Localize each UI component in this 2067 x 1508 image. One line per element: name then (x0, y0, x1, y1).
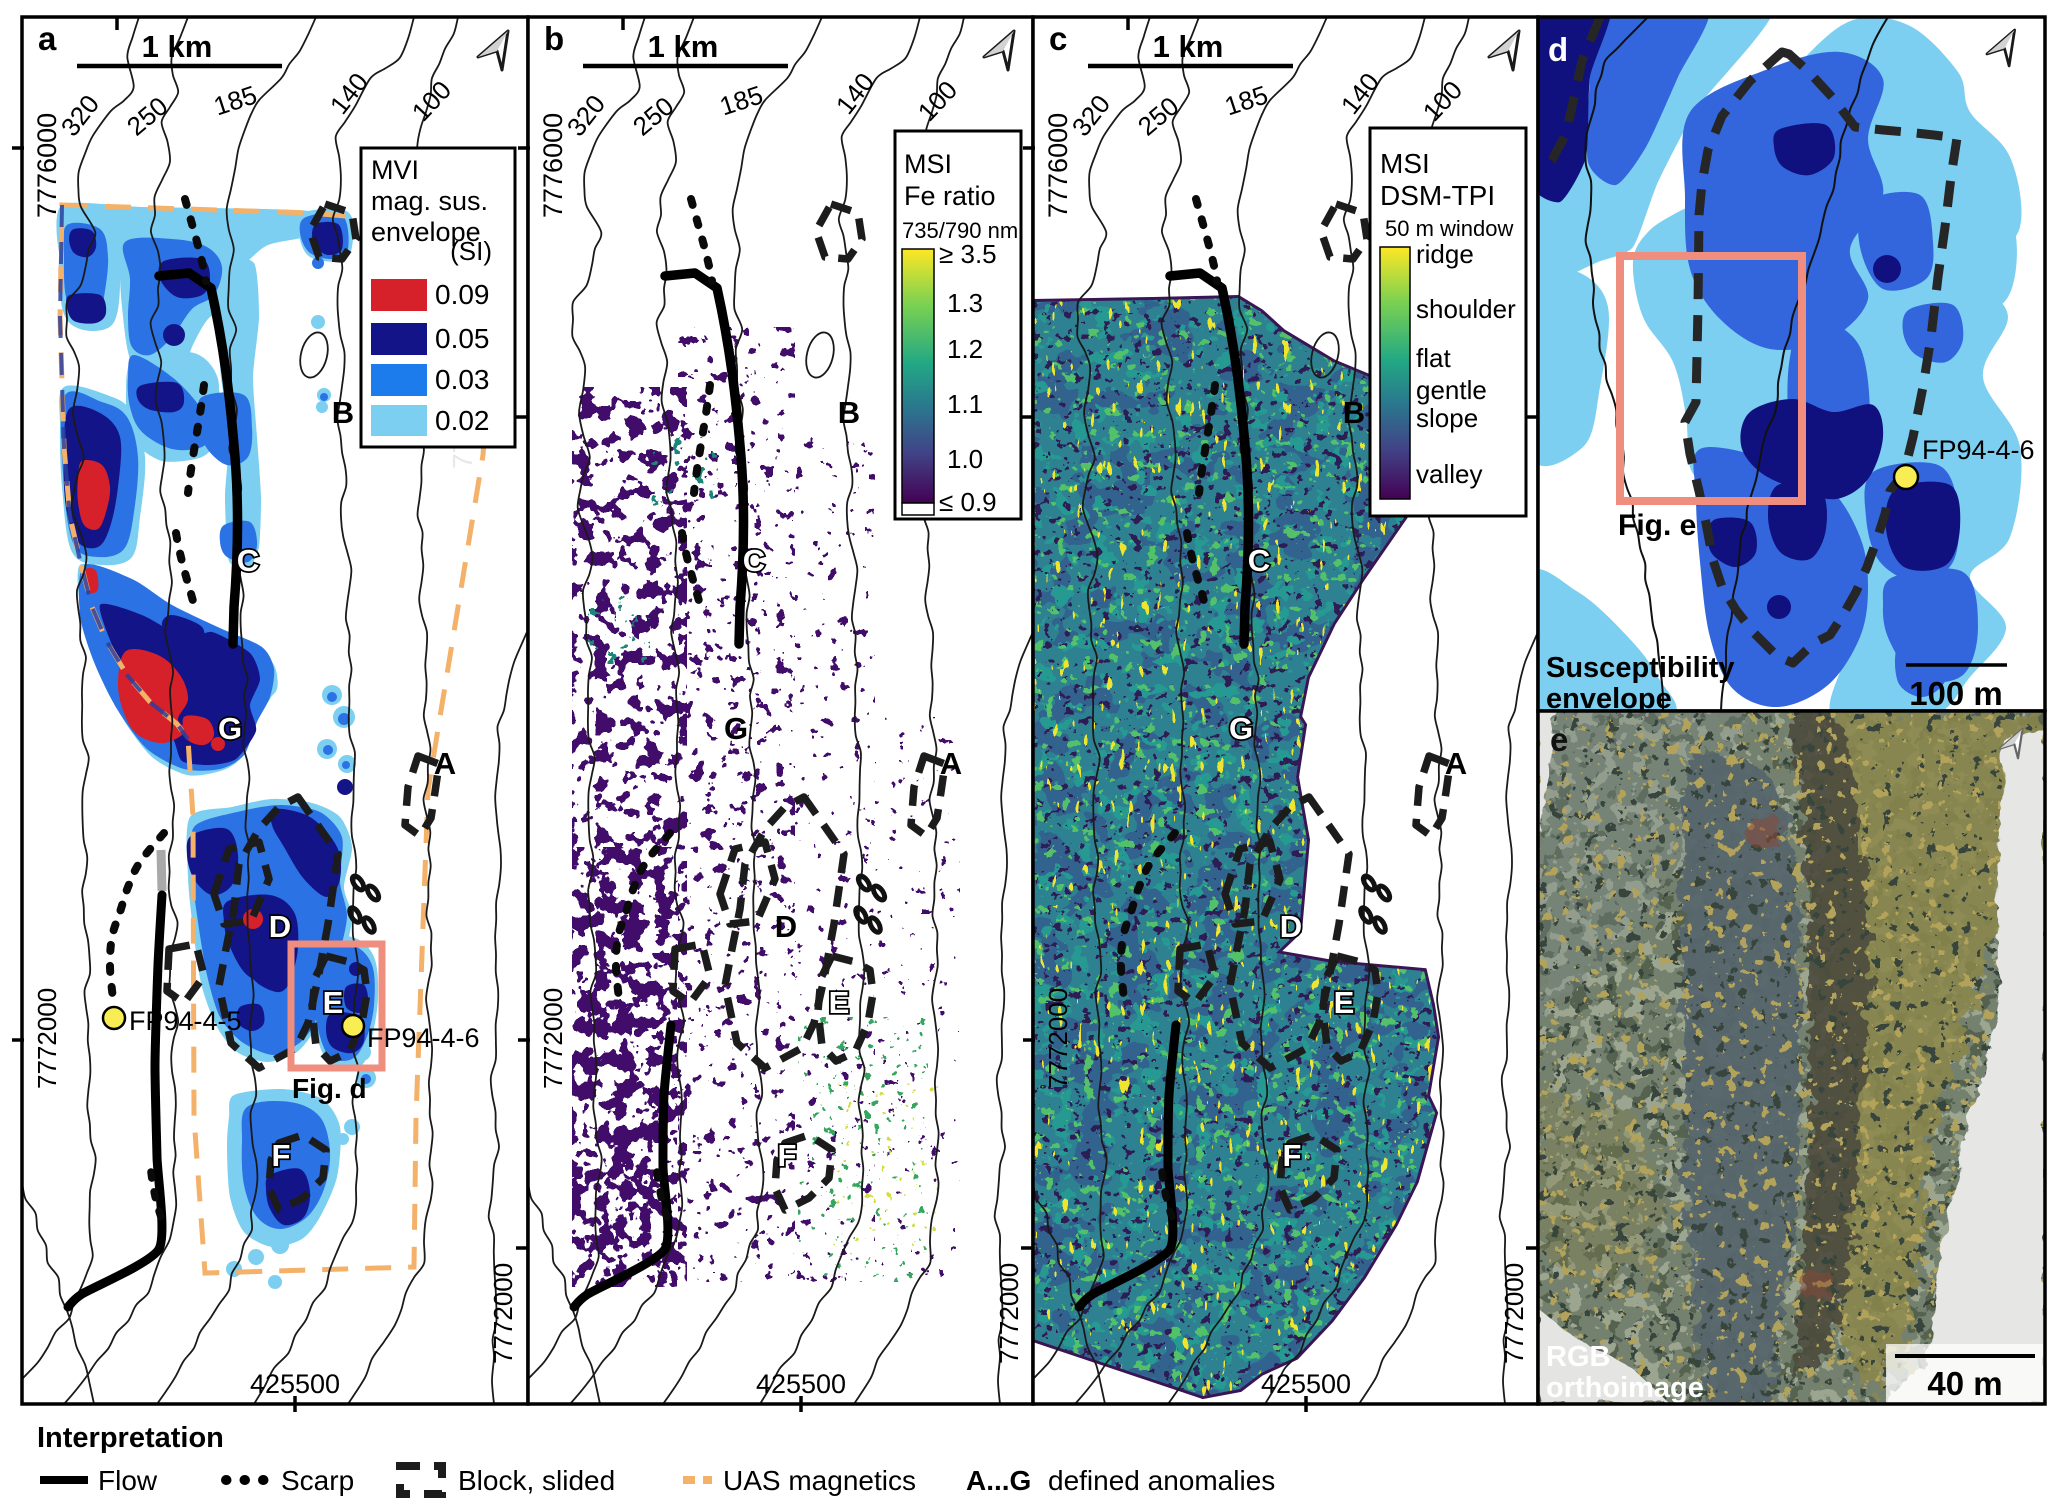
svg-text:Fig. d: Fig. d (292, 1073, 367, 1104)
svg-text:defined anomalies: defined anomalies (1048, 1465, 1275, 1496)
svg-text:425500: 425500 (756, 1369, 846, 1399)
svg-text:0.09: 0.09 (435, 279, 490, 310)
svg-text:FP94-4-6: FP94-4-6 (1922, 435, 2035, 465)
svg-text:7776000: 7776000 (1043, 113, 1073, 218)
svg-text:1.1: 1.1 (947, 389, 983, 419)
svg-text:7772000: 7772000 (538, 988, 568, 1089)
svg-text:F: F (778, 1138, 797, 1173)
svg-text:RGB: RGB (1546, 1341, 1610, 1373)
svg-text:F: F (272, 1138, 291, 1173)
svg-text:MSI: MSI (904, 149, 952, 179)
svg-text:envelope: envelope (1546, 683, 1672, 715)
svg-text:DSM-TPI: DSM-TPI (1380, 180, 1495, 211)
svg-text:1 km: 1 km (1153, 29, 1224, 64)
svg-text:c: c (1049, 20, 1067, 57)
svg-text:UAS magnetics: UAS magnetics (723, 1465, 916, 1496)
svg-text:flat: flat (1416, 343, 1451, 373)
svg-text:Interpretation: Interpretation (37, 1422, 224, 1454)
svg-text:7772000: 7772000 (994, 1263, 1024, 1364)
svg-text:7772000: 7772000 (1043, 988, 1073, 1089)
svg-text:FP94-4-5: FP94-4-5 (129, 1006, 242, 1036)
svg-text:1 km: 1 km (142, 29, 213, 64)
svg-text:ridge: ridge (1416, 239, 1474, 269)
svg-text:orthoimage: orthoimage (1546, 1372, 1704, 1404)
svg-text:mag. sus.: mag. sus. (371, 186, 488, 216)
svg-text:C: C (743, 543, 765, 578)
svg-text:C: C (1248, 543, 1270, 578)
svg-text:slope: slope (1416, 403, 1478, 433)
svg-text:e: e (1550, 721, 1568, 758)
svg-text:1.0: 1.0 (947, 444, 983, 474)
svg-text:B: B (1343, 395, 1365, 430)
svg-text:gentle: gentle (1416, 375, 1487, 405)
svg-text:D: D (1280, 909, 1302, 944)
svg-text:d: d (1548, 31, 1568, 68)
svg-text:G: G (218, 711, 242, 746)
svg-text:A: A (1445, 746, 1467, 781)
svg-text:100 m: 100 m (1909, 675, 2003, 712)
svg-text:A: A (434, 746, 456, 781)
svg-text:shoulder: shoulder (1416, 294, 1516, 324)
svg-text:A...G: A...G (966, 1465, 1031, 1496)
svg-text:425500: 425500 (250, 1369, 340, 1399)
svg-text:D: D (775, 909, 797, 944)
svg-text:MVI: MVI (371, 155, 419, 185)
svg-text:7772000: 7772000 (32, 988, 62, 1089)
svg-text:0.03: 0.03 (435, 364, 490, 395)
svg-text:D: D (269, 909, 291, 944)
svg-text:B: B (838, 395, 860, 430)
svg-text:E: E (323, 985, 344, 1020)
svg-text:Block, slided: Block, slided (458, 1465, 615, 1496)
svg-text:F: F (1283, 1138, 1302, 1173)
svg-text:Scarp: Scarp (281, 1465, 354, 1496)
svg-text:7772000: 7772000 (488, 1263, 518, 1364)
svg-text:50 m window: 50 m window (1385, 216, 1514, 241)
svg-text:1.2: 1.2 (947, 334, 983, 364)
svg-text:0.02: 0.02 (435, 405, 490, 436)
svg-text:valley: valley (1416, 459, 1482, 489)
svg-text:b: b (544, 20, 564, 57)
svg-text:≤ 0.9: ≤ 0.9 (939, 487, 997, 517)
svg-text:1 km: 1 km (648, 29, 719, 64)
svg-text:C: C (237, 543, 259, 578)
svg-text:Flow: Flow (98, 1465, 158, 1496)
svg-text:E: E (1334, 985, 1355, 1020)
svg-text:40 m: 40 m (1927, 1365, 2002, 1402)
svg-text:G: G (724, 711, 748, 746)
svg-text:7772000: 7772000 (1499, 1263, 1529, 1364)
svg-text:B: B (332, 395, 354, 430)
svg-text:G: G (1229, 711, 1253, 746)
svg-text:E: E (829, 985, 850, 1020)
svg-text:MSI: MSI (1380, 148, 1430, 179)
svg-text:FP94-4-6: FP94-4-6 (367, 1023, 480, 1053)
svg-text:7776000: 7776000 (538, 113, 568, 218)
svg-text:a: a (38, 20, 57, 57)
svg-text:1.3: 1.3 (947, 288, 983, 318)
svg-text:7776000: 7776000 (32, 113, 62, 218)
svg-text:Fig. e: Fig. e (1618, 509, 1696, 542)
svg-text:0.05: 0.05 (435, 323, 490, 354)
svg-text:Fe ratio: Fe ratio (904, 181, 996, 211)
svg-text:735/790 nm: 735/790 nm (902, 218, 1018, 243)
svg-text:≥ 3.5: ≥ 3.5 (939, 239, 997, 269)
svg-text:(SI): (SI) (450, 236, 492, 266)
svg-text:A: A (940, 746, 962, 781)
svg-text:envelope: envelope (371, 217, 481, 247)
svg-text:Susceptibility: Susceptibility (1546, 652, 1735, 684)
svg-text:425500: 425500 (1261, 1369, 1351, 1399)
